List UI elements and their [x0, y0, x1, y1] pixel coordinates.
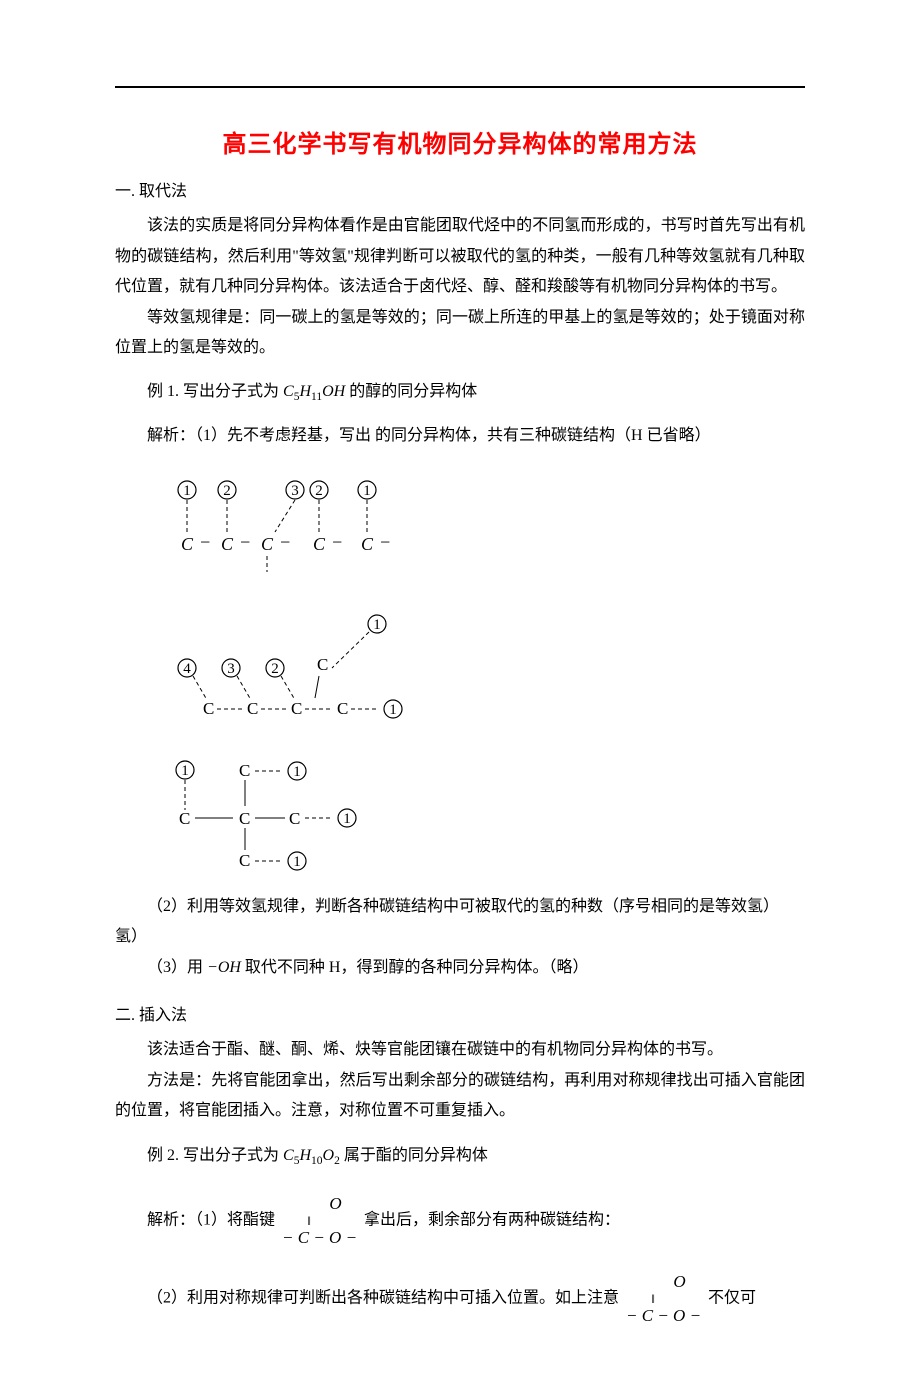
- svg-text:C: C: [317, 655, 328, 674]
- svg-text:1: 1: [293, 764, 301, 780]
- svg-text:1: 1: [373, 617, 381, 633]
- section2-p1: 该法适合于酯、醚、酮、烯、炔等官能团镶在碳链中的有机物同分异构体的书写。: [115, 1035, 805, 1065]
- svg-text:C: C: [337, 699, 348, 718]
- svg-text:−: −: [239, 532, 251, 552]
- coo-group-1: O ‖ − C − O −: [282, 1195, 357, 1247]
- svg-text:1: 1: [181, 763, 189, 779]
- svg-text:C: C: [239, 809, 250, 828]
- svg-text:1: 1: [343, 811, 351, 827]
- section1-sub1-tail: 氢）: [115, 922, 805, 952]
- svg-text:C: C: [239, 761, 250, 780]
- svg-text:3: 3: [227, 661, 235, 677]
- example2-suffix: 属于酯的同分异构体: [344, 1147, 488, 1164]
- sub2-oh: −OH: [207, 959, 241, 976]
- svg-text:1: 1: [389, 702, 397, 718]
- svg-text:C: C: [313, 534, 326, 554]
- section1-head: 一. 取代法: [115, 177, 805, 207]
- svg-text:C: C: [221, 534, 234, 554]
- section2-head: 二. 插入法: [115, 1001, 805, 1031]
- example2: 例 2. 写出分子式为 C5H10O2 属于酯的同分异构体: [115, 1141, 805, 1173]
- svg-text:2: 2: [223, 483, 231, 499]
- svg-text:−: −: [279, 532, 291, 552]
- section1-p2: 等效氢规律是：同一碳上的氢是等效的；同一碳上所连的甲基上的氢是等效的；处于镜面对…: [115, 303, 805, 364]
- svg-text:C: C: [261, 534, 274, 554]
- section1-sub2: （3）用 −OH 取代不同种 H，得到醇的各种同分异构体。（略）: [115, 953, 805, 983]
- section1-p1: 该法的实质是将同分异构体看作是由官能团取代烃中的不同氢而形成的，书写时首先写出有…: [115, 211, 805, 302]
- svg-text:−: −: [331, 532, 343, 552]
- analysis1-prefix: 解析：（1）先不考虑羟基，写出: [147, 427, 371, 444]
- analysis2-1a: 解析：（1）将酯键: [147, 1211, 275, 1228]
- svg-text:4: 4: [183, 661, 191, 677]
- svg-text:1: 1: [293, 854, 301, 870]
- analysis2-2: （2）利用对称规律可判断出各种碳链结构中可插入位置。如上注意 O ‖ − C −…: [115, 1273, 805, 1325]
- page-title: 高三化学书写有机物同分异构体的常用方法: [115, 124, 805, 159]
- svg-text:C: C: [203, 699, 214, 718]
- example1-formula: C5H11OH: [283, 383, 345, 400]
- svg-text:C: C: [239, 851, 250, 870]
- svg-text:C: C: [361, 534, 374, 554]
- svg-text:2: 2: [315, 483, 323, 499]
- analysis2-1: 解析：（1）将酯键 O ‖ − C − O − 拿出后，剩余部分有两种碳链结构：: [115, 1195, 805, 1247]
- svg-text:−: −: [199, 532, 211, 552]
- svg-text:1: 1: [363, 483, 371, 499]
- svg-text:1: 1: [183, 483, 191, 499]
- diagram3: 1 C 1 C C C 1 C 1: [167, 754, 805, 874]
- svg-text:C: C: [289, 809, 300, 828]
- analysis2-2a: （2）利用对称规律可判断出各种碳链结构中可插入位置。如上注意: [147, 1289, 619, 1306]
- analysis2-2b: 不仅可: [708, 1289, 756, 1306]
- diagram1: 1 2 3 2 1 C − C − C − C: [167, 476, 805, 586]
- svg-text:2: 2: [271, 661, 279, 677]
- example1-prefix: 例 1. 写出分子式为: [147, 383, 279, 400]
- svg-text:3: 3: [291, 483, 299, 499]
- sub2-b: 取代不同种 H，得到醇的各种同分异构体。（略）: [245, 959, 589, 976]
- example2-formula: C5H10O2: [283, 1147, 340, 1164]
- analysis1: 解析：（1）先不考虑羟基，写出 的同分异构体，共有三种碳链结构（H 已省略）: [115, 421, 805, 451]
- example2-prefix: 例 2. 写出分子式为: [147, 1147, 279, 1164]
- diagram2: 1 C 4 3 2 C C C C: [167, 610, 805, 730]
- svg-text:C: C: [291, 699, 302, 718]
- coo-group-2: O ‖ − C − O −: [626, 1273, 701, 1325]
- sub2-a: （3）用: [147, 959, 203, 976]
- top-rule: [115, 86, 805, 88]
- analysis2-1b: 拿出后，剩余部分有两种碳链结构：: [364, 1211, 620, 1228]
- svg-text:−: −: [379, 532, 391, 552]
- example1-suffix: 的醇的同分异构体: [349, 383, 477, 400]
- svg-text:C: C: [247, 699, 258, 718]
- example1: 例 1. 写出分子式为 C5H11OH 的醇的同分异构体: [115, 377, 805, 409]
- svg-text:C: C: [179, 809, 190, 828]
- section2-p2: 方法是：先将官能团拿出，然后写出剩余部分的碳链结构，再利用对称规律找出可插入官能…: [115, 1066, 805, 1127]
- svg-text:C: C: [181, 534, 194, 554]
- analysis1-suffix: 的同分异构体，共有三种碳链结构（H 已省略）: [375, 427, 711, 444]
- section1-sub1: （2）利用等效氢规律，判断各种碳链结构中可被取代的氢的种数（序号相同的是等效氢）: [115, 892, 805, 922]
